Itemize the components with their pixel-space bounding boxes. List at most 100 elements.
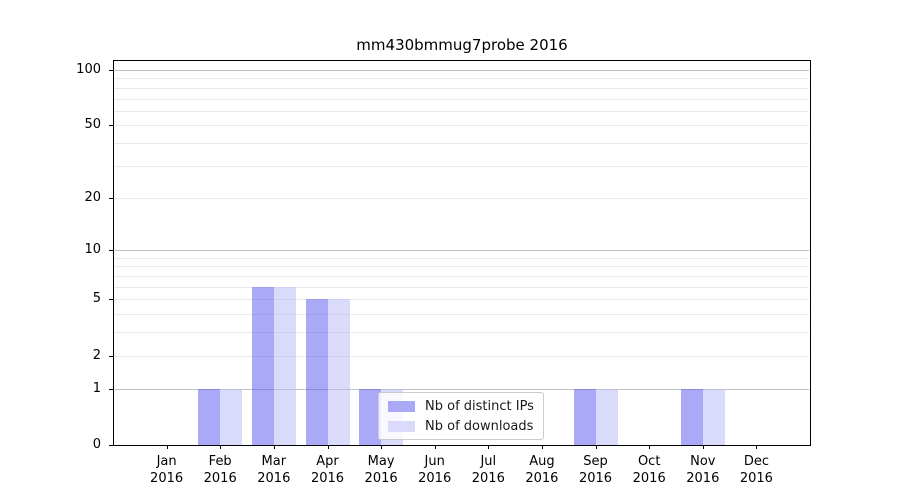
y-gridline-minor-6 (114, 286, 809, 288)
y-gridline-minor-5 (114, 299, 809, 301)
y-tick-label-50: 50 (84, 117, 101, 133)
y-gridline-minor-20 (114, 197, 809, 199)
bar-nb-of-downloads-feb (220, 388, 243, 445)
x-tick-label-sep: Sep 2016 (556, 453, 636, 487)
bar-nb-of-distinct-ips-nov (680, 388, 703, 445)
y-tick-label-100: 100 (76, 61, 101, 77)
x-tick-label-may: May 2016 (341, 453, 421, 487)
x-tick-jul (488, 445, 490, 449)
x-tick-label-dec: Dec 2016 (716, 453, 796, 487)
y-gridline-minor-80 (114, 87, 809, 89)
x-tick-aug (541, 445, 543, 449)
bar-nb-of-distinct-ips-mar (251, 286, 274, 445)
y-tick-50 (109, 125, 113, 127)
legend: Nb of distinct IPs Nb of downloads (378, 392, 544, 440)
x-tick-year-apr: 2016 (310, 471, 345, 486)
legend-swatch-distinct-ips (388, 400, 415, 412)
y-tick-20 (109, 197, 113, 199)
y-gridline-minor-4 (114, 314, 809, 316)
bar-nb-of-downloads-sep (595, 388, 618, 445)
x-tick-label-apr: Apr 2016 (288, 453, 368, 487)
x-tick-label-oct: Oct 2016 (609, 453, 689, 487)
bar-nb-of-downloads-nov (702, 388, 725, 445)
x-tick-year-jun: 2016 (418, 471, 452, 486)
x-tick-year-feb: 2016 (203, 471, 237, 486)
legend-label-downloads: Nb of downloads (425, 418, 534, 434)
x-tick-month-feb: Feb (208, 454, 232, 469)
bar-nb-of-distinct-ips-may (359, 388, 382, 445)
x-tick-month-aug: Aug (529, 454, 555, 469)
y-tick-5 (109, 299, 113, 301)
x-tick-month-sep: Sep (583, 454, 608, 469)
y-gridline-minor-40 (114, 143, 809, 145)
x-tick-year-mar: 2016 (257, 471, 291, 486)
x-tick-feb (220, 445, 222, 449)
y-gridline-minor-70 (114, 98, 809, 100)
legend-item-distinct-ips: Nb of distinct IPs (388, 398, 534, 414)
x-tick-year-dec: 2016 (739, 471, 773, 486)
y-gridline-minor-7 (114, 276, 809, 277)
y-tick-label-5: 5 (92, 291, 101, 307)
x-tick-mar (273, 445, 275, 449)
x-tick-year-may: 2016 (364, 471, 398, 486)
y-gridline-minor-2 (114, 355, 809, 357)
x-tick-year-aug: 2016 (525, 471, 559, 486)
x-tick-month-may: May (367, 454, 395, 469)
y-tick-1 (109, 388, 113, 390)
x-tick-oct (649, 445, 651, 449)
x-tick-apr (327, 445, 329, 449)
y-gridline-major-1 (114, 388, 809, 390)
x-tick-label-jul: Jul 2016 (448, 453, 528, 487)
x-tick-month-jul: Jul (480, 454, 497, 469)
x-tick-month-mar: Mar (261, 454, 287, 469)
bar-nb-of-distinct-ips-sep (573, 388, 596, 445)
y-tick-10 (109, 250, 113, 252)
x-tick-month-nov: Nov (690, 454, 716, 469)
x-tick-year-sep: 2016 (578, 471, 613, 486)
legend-item-downloads: Nb of downloads (388, 418, 534, 434)
x-tick-jun (434, 445, 436, 449)
y-gridline-minor-9 (114, 257, 809, 259)
x-tick-nov (702, 445, 704, 449)
x-tick-month-dec: Dec (743, 454, 769, 469)
x-tick-month-jan: Jan (156, 454, 177, 469)
chart-title: mm430bmmug7probe 2016 (356, 36, 568, 54)
legend-swatch-downloads (388, 420, 415, 432)
x-tick-jan (166, 445, 168, 449)
x-tick-may (381, 445, 383, 449)
y-tick-100 (109, 69, 113, 71)
x-tick-month-jun: Jun (424, 454, 445, 469)
y-tick-label-1: 1 (92, 380, 101, 396)
y-gridline-major-100 (114, 69, 809, 71)
bar-nb-of-distinct-ips-feb (198, 388, 221, 445)
x-tick-label-jan: Jan 2016 (127, 453, 207, 487)
x-tick-label-feb: Feb 2016 (180, 453, 260, 487)
y-tick-2 (109, 355, 113, 357)
bar-nb-of-downloads-mar (273, 286, 296, 445)
x-tick-month-oct: Oct (637, 454, 661, 469)
x-tick-year-nov: 2016 (686, 471, 720, 486)
x-tick-year-jul: 2016 (471, 471, 505, 486)
x-tick-label-jun: Jun 2016 (395, 453, 475, 487)
y-tick-0 (109, 445, 113, 446)
legend-label-distinct-ips: Nb of distinct IPs (425, 398, 534, 414)
x-tick-dec (756, 445, 758, 449)
y-gridline-minor-30 (114, 165, 809, 167)
y-tick-label-20: 20 (84, 189, 101, 205)
y-tick-label-10: 10 (84, 242, 101, 258)
y-gridline-minor-50 (114, 125, 809, 127)
x-tick-month-apr: Apr (316, 454, 339, 469)
y-tick-label-0: 0 (92, 437, 101, 452)
x-tick-sep (595, 445, 597, 449)
y-gridline-minor-3 (114, 332, 809, 334)
y-gridline-minor-90 (114, 78, 809, 80)
y-tick-label-2: 2 (92, 347, 101, 363)
x-tick-year-jan: 2016 (150, 471, 184, 486)
x-tick-year-oct: 2016 (632, 471, 666, 486)
bar-nb-of-distinct-ips-apr (305, 299, 328, 445)
x-tick-label-nov: Nov 2016 (663, 453, 743, 487)
y-gridline-minor-60 (114, 110, 809, 112)
y-gridline-major-10 (114, 250, 809, 252)
y-gridline-minor-8 (114, 266, 809, 268)
